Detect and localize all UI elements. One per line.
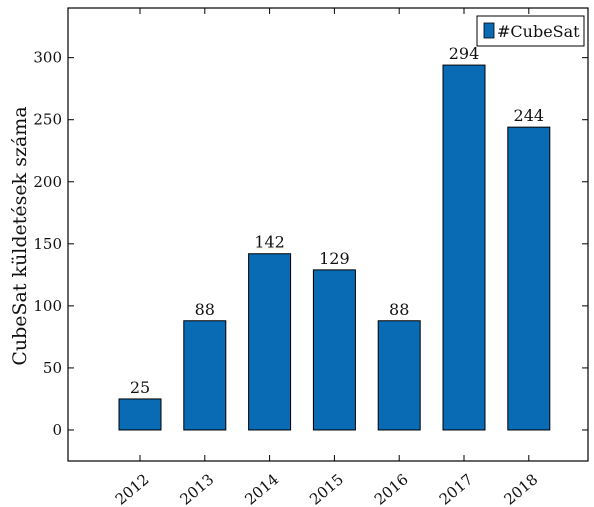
x-tick-label: 2014 (241, 470, 282, 507)
x-tick-label: 2018 (501, 470, 542, 507)
y-tick-label: 100 (33, 297, 62, 315)
bar-value-label: 25 (130, 378, 150, 397)
y-tick-label: 50 (43, 359, 62, 377)
legend-label: #CubeSat (497, 22, 580, 41)
legend-swatch (483, 22, 495, 39)
x-tick-label: 2016 (371, 470, 412, 507)
bars-group: 25 88 142 129 88 294 244 (118, 44, 551, 431)
bar-value-label: 88 (389, 300, 409, 319)
bar-value-label: 88 (195, 300, 215, 319)
y-tick-label: 150 (33, 235, 62, 253)
y-tick-label: 300 (33, 49, 62, 67)
bar (312, 269, 356, 431)
legend: #CubeSat (476, 15, 585, 47)
x-tick-label: 2013 (177, 470, 218, 507)
x-tick-label: 2017 (436, 470, 477, 507)
y-tick-label: 200 (33, 173, 62, 191)
bar (507, 126, 551, 431)
y-tick-label: 250 (33, 111, 62, 129)
bar-value-label: 142 (254, 233, 285, 252)
bar (442, 64, 486, 431)
bar (377, 320, 421, 431)
plot-frame (67, 7, 589, 462)
bar-value-label: 294 (449, 44, 480, 63)
x-tick-label: 2015 (306, 470, 347, 507)
bar (118, 398, 162, 431)
bar (183, 320, 227, 431)
y-axis-title: CubeSat küldetések száma (9, 106, 31, 365)
bar (248, 253, 292, 431)
y-tick-label: 0 (52, 421, 62, 439)
y-axis: 0 50 100 150 200 250 300 (33, 49, 588, 439)
legend-box (476, 15, 585, 47)
x-tick-label: 2012 (112, 470, 153, 507)
bar-value-label: 244 (514, 106, 545, 125)
bar-value-label: 129 (319, 249, 350, 268)
